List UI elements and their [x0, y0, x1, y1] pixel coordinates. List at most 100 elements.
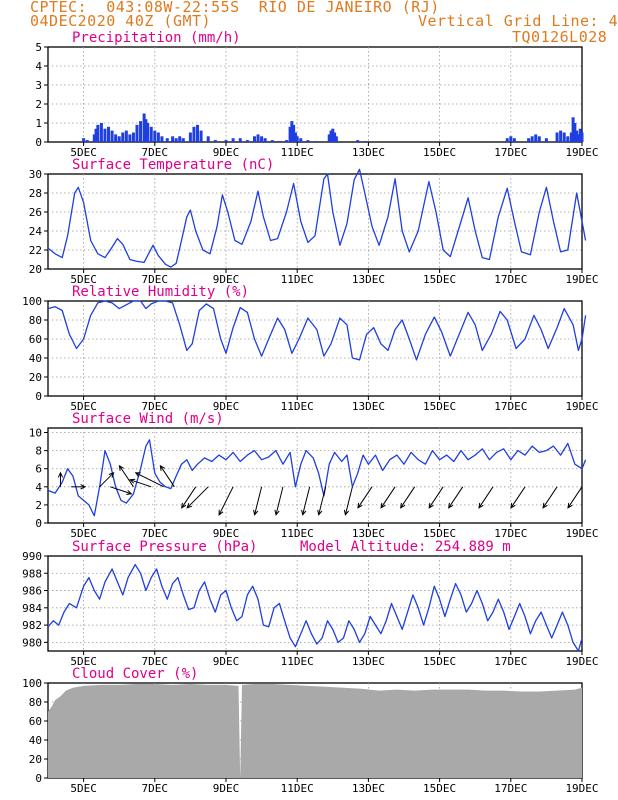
wind-ytick-label: 8 — [35, 445, 42, 458]
precipitation-xtick-label: 9DEC — [213, 146, 240, 159]
wind-xtick-label: 15DEC — [423, 527, 456, 540]
wind-xtick-label: 7DEC — [142, 527, 169, 540]
precipitation-bar — [238, 138, 242, 142]
cloud-ytick-label: 100 — [22, 677, 42, 690]
wind-vector-head — [118, 464, 124, 471]
cloud-xtick-label: 7DEC — [142, 782, 169, 795]
precipitation-bar — [199, 130, 203, 142]
precipitation-bar — [149, 126, 153, 142]
pressure-ytick-label: 986 — [22, 585, 42, 598]
humidity-xtick-label: 9DEC — [213, 400, 240, 413]
temperature-ytick-label: 22 — [29, 244, 42, 257]
wind-vector-head — [510, 502, 516, 509]
precipitation-bar — [578, 128, 582, 142]
precipitation-bar — [293, 132, 297, 142]
precipitation-bar — [110, 130, 114, 142]
precipitation-bar — [512, 138, 516, 142]
precipitation-bar — [571, 117, 575, 142]
precipitation-bar — [174, 138, 178, 142]
precipitation-bar — [96, 124, 100, 142]
pressure-frame — [47, 555, 583, 652]
wind-vector-head — [400, 502, 406, 509]
precipitation-bar — [573, 123, 577, 142]
pressure-ytick-label: 980 — [22, 636, 42, 649]
wind-vector-head — [253, 509, 259, 516]
wind-vector-head — [343, 509, 349, 516]
temperature-xtick-label: 17DEC — [494, 273, 527, 286]
humidity-line — [47, 300, 587, 361]
pressure-ytick-label: 982 — [22, 619, 42, 632]
precipitation-bar — [117, 136, 121, 142]
precipitation-bar — [270, 140, 274, 142]
precipitation-ytick-label: 2 — [35, 98, 42, 111]
humidity-ytick-label: 20 — [29, 371, 42, 384]
humidity-ytick-label: 60 — [29, 333, 42, 346]
wind-vector-head — [134, 472, 141, 478]
precipitation-bar — [288, 126, 292, 142]
precipitation-bar — [139, 121, 143, 142]
wind-vector — [159, 465, 175, 488]
cloud-xtick-label: 19DEC — [565, 782, 598, 795]
cloud-ytick-label: 80 — [29, 696, 42, 709]
wind-xtick-label: 19DEC — [565, 527, 598, 540]
precipitation-bar — [363, 141, 367, 142]
wind-vector — [302, 486, 311, 515]
wind-line — [47, 439, 587, 517]
precipitation-bar — [277, 141, 281, 142]
humidity-xtick-label: 7DEC — [142, 400, 169, 413]
temperature-ytick-label: 26 — [29, 206, 42, 219]
precipitation-bar — [99, 123, 103, 142]
precipitation-bar — [356, 140, 360, 142]
header-line1: CPTEC: 043:08W-22:55S RIO DE JANEIRO (RJ… — [30, 0, 440, 16]
precipitation-bar — [263, 138, 267, 142]
precipitation-bar — [334, 136, 338, 142]
temperature-frame — [47, 173, 583, 270]
wind-ytick-label: 6 — [35, 463, 42, 476]
pressure-title: Surface Pressure (hPa) — [72, 539, 257, 555]
wind-vector — [218, 486, 234, 516]
wind-vector — [567, 486, 583, 509]
pressure-ytick-label: 988 — [22, 567, 42, 580]
wind-vector-head — [57, 471, 64, 478]
temperature-xtick-label: 9DEC — [213, 273, 240, 286]
temperature-ytick-label: 30 — [29, 168, 42, 181]
wind-vector-head — [567, 502, 573, 509]
temperature-xtick-label: 19DEC — [565, 273, 598, 286]
precipitation-bar — [333, 132, 337, 142]
humidity-ytick-label: 40 — [29, 352, 42, 365]
precipitation-bar — [196, 124, 200, 142]
precipitation-xtick-label: 7DEC — [142, 146, 169, 159]
precipitation-xtick-label: 13DEC — [352, 146, 385, 159]
temperature-ytick-label: 28 — [29, 187, 42, 200]
wind-vector — [135, 472, 164, 488]
precipitation-bar — [559, 130, 563, 142]
precipitation-bar — [224, 140, 228, 142]
precipitation-xtick-label: 19DEC — [565, 146, 598, 159]
precipitation-bar — [165, 138, 169, 142]
precipitation-ytick-label: 3 — [35, 79, 42, 92]
humidity-frame — [47, 300, 583, 397]
pressure-xtick-label: 19DEC — [565, 655, 598, 668]
wind-vector — [181, 486, 197, 509]
temperature-ytick-label: 20 — [29, 263, 42, 276]
wind-vector-head — [448, 502, 454, 509]
precipitation-bar — [537, 136, 541, 142]
precipitation-bar — [92, 134, 96, 142]
precipitation-bar — [181, 138, 185, 142]
wind-vector-head — [428, 502, 434, 509]
precipitation-xtick-label: 15DEC — [423, 146, 456, 159]
wind-vector-head — [542, 502, 548, 509]
wind-vector — [542, 486, 558, 509]
precipitation-bar — [285, 140, 289, 142]
precipitation-bar — [569, 132, 573, 142]
precipitation-bar — [509, 136, 513, 142]
wind-vector-head — [478, 502, 484, 509]
wind-vector — [357, 486, 373, 509]
precipitation-bar — [575, 130, 579, 142]
wind-xtick-label: 11DEC — [281, 527, 314, 540]
pressure-xtick-label: 13DEC — [352, 655, 385, 668]
wind-vector-head — [80, 484, 87, 490]
pressure-xtick-label: 9DEC — [213, 655, 240, 668]
precipitation-bar — [146, 123, 150, 142]
precipitation-bar — [566, 136, 570, 142]
